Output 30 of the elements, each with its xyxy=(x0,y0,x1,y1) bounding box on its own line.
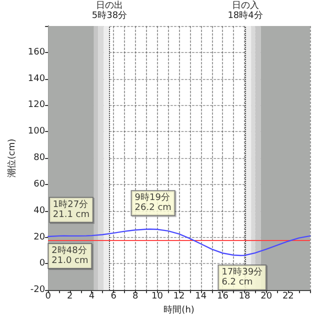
line-series xyxy=(47,228,311,256)
y-tick-label: 120 xyxy=(28,100,46,110)
x-axis-title: 時間(h) xyxy=(164,304,194,316)
x-tick-label: 2 xyxy=(67,292,73,302)
y-tick-label: 140 xyxy=(28,74,46,84)
x-tick-label: 22 xyxy=(282,292,294,302)
x-tick-label: 20 xyxy=(260,292,272,302)
y-tick-label: 60 xyxy=(34,179,46,190)
y-axis-title: 潮位(cm) xyxy=(6,138,18,178)
annotation: 17時39分 6.2 cm xyxy=(222,266,263,288)
y-tick-label: 20 xyxy=(34,232,46,242)
annotation: 2時48分 21.0 cm xyxy=(52,244,88,266)
x-tick-label: 12 xyxy=(173,292,185,302)
x-tick-label: 6 xyxy=(110,292,117,302)
ref-line-label: 日の出 5時38分 xyxy=(92,0,128,21)
y-tick-label: 100 xyxy=(28,126,46,137)
x-tick-label: 14 xyxy=(195,292,207,302)
y-tick-label: 160 xyxy=(28,47,46,58)
x-tick-label: 8 xyxy=(132,292,139,302)
x-tick-label: 10 xyxy=(151,292,164,302)
y-tick-label: 40 xyxy=(34,206,46,216)
annotation: 9時19分 26.2 cm xyxy=(134,192,172,214)
x-tick-label: 4 xyxy=(88,292,95,302)
x-tick-label: 16 xyxy=(216,292,229,302)
y-tick-label: 80 xyxy=(34,153,46,164)
x-tick-label: 18 xyxy=(238,292,251,302)
ref-line-label: 日の入 18時4分 xyxy=(228,0,263,21)
y-tick-label: 0 xyxy=(39,258,46,269)
y-tick-label: -20 xyxy=(30,285,46,296)
annotation: 1時27分 21.1 cm xyxy=(52,198,90,220)
